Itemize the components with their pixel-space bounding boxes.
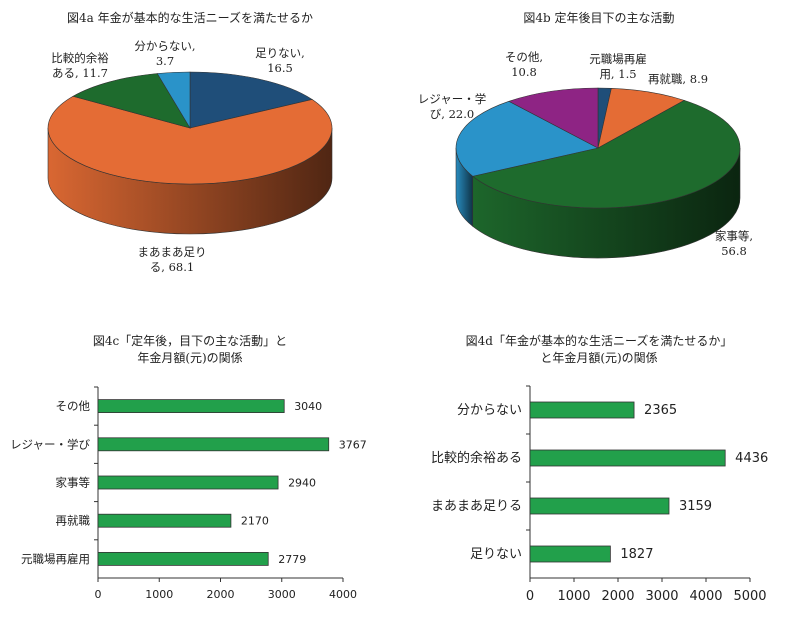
pie-label-1: 再就職, 8.9 <box>648 72 708 86</box>
pie-chart-4b: 図4b 定年後目下の主な活動 元職場再雇用, 1.5 再就職, 8.9 家事等, 56… <box>400 0 803 300</box>
bar-0 <box>529 401 635 419</box>
value-label: 4436 <box>735 451 768 466</box>
x-tick-label: 0 <box>95 588 102 601</box>
pie-slice-3 <box>455 100 599 177</box>
bar-chart-4c: 図4c「定年後，目下の主な活動」と 年金月額(元)の関係 0 1000 2000 30… <box>0 325 400 632</box>
x-tick-label: 3000 <box>645 589 678 604</box>
value-label: 3040 <box>294 400 322 413</box>
pie-label-2: 比較的余裕ある, 11.7 <box>51 51 109 80</box>
bar-1 <box>529 449 726 467</box>
pie-slice-1 <box>47 95 333 185</box>
x-tick-label: 0 <box>526 589 534 604</box>
bar-3 <box>529 545 611 563</box>
value-label: 2365 <box>644 403 677 418</box>
pie-label-2: 家事等, 56.8 <box>715 229 753 258</box>
pie-label-3: 分からない, 3.7 <box>134 39 195 68</box>
bar-3 <box>97 513 232 528</box>
category-label: 比較的余裕ある <box>431 450 522 466</box>
pie-slice-0 <box>189 71 313 129</box>
chart-title-4d-line2: と年金月額(元)の関係 <box>540 351 658 365</box>
x-tick-label: 2000 <box>207 588 235 601</box>
pie-label-3: レジャー・学び, 22.0 <box>418 92 486 121</box>
bar-1 <box>97 437 330 452</box>
bar-plot-4d: 0 1000 2000 3000 4000 5000 分からない 2365 比較的余裕ある 443… <box>431 385 768 604</box>
pie-chart-4a: 図4a 年金が基本的な生活ニーズを満たせるか 足りない, 16.5 まあまあ足りる,… <box>0 0 400 300</box>
value-label: 2170 <box>241 515 269 528</box>
bar-0 <box>97 399 285 413</box>
x-tick-label: 1000 <box>557 589 590 604</box>
value-label: 2940 <box>288 477 316 490</box>
category-label: 分からない <box>457 403 522 418</box>
pie-label-4: その他, 10.8 <box>505 50 543 79</box>
category-label: 元職場再雇用 <box>21 552 90 566</box>
chart-title-4d-line1: 図4d「年金が基本的な生活ニーズを満たせるか」 <box>465 334 733 348</box>
value-label: 2779 <box>278 553 306 566</box>
x-tick-label: 2000 <box>601 589 634 604</box>
bar-chart-4d: 図4d「年金が基本的な生活ニーズを満たせるか」 と年金月額(元)の関係 0 100… <box>400 325 803 632</box>
x-tick-label: 3000 <box>268 588 296 601</box>
category-label: 家事等 <box>56 476 91 490</box>
pie-slice-4 <box>508 87 599 149</box>
value-label: 3159 <box>679 499 712 514</box>
category-label: 足りない <box>470 547 522 562</box>
pie-slice-3 <box>156 71 191 130</box>
x-tick-label: 5000 <box>733 589 766 604</box>
pie-label-0: 元職場再雇用, 1.5 <box>589 52 647 81</box>
pie-plot-4b: 元職場再雇用, 1.5 再就職, 8.9 家事等, 56.8 レジャー・学び, 22.0… <box>418 50 753 259</box>
pie-plot-4a: 足りない, 16.5 まあまあ足りる, 68.1 比較的余裕ある, 11.7 分からない… <box>47 39 333 274</box>
category-label: まあまあ足りる <box>431 499 522 514</box>
chart-title-4c-line1: 図4c「定年後，目下の主な活動」と <box>92 334 288 348</box>
chart-title-4a: 図4a 年金が基本的な生活ニーズを満たせるか <box>66 11 313 25</box>
bar-2 <box>97 475 279 490</box>
x-tick-label: 4000 <box>689 589 722 604</box>
category-label: 再就職 <box>56 514 91 528</box>
category-label: その他 <box>56 399 91 413</box>
chart-title-4c-line2: 年金月額(元)の関係 <box>137 351 243 365</box>
pie-label-1: まあまあ足りる, 68.1 <box>138 245 207 274</box>
bar-4 <box>97 551 269 566</box>
category-label: レジャー・学び <box>10 437 90 451</box>
chart-title-4b: 図4b 定年後目下の主な活動 <box>523 11 675 25</box>
bar-plot-4c: 0 1000 2000 3000 4000 その他 3040 レジャー・学び 3767 家事等 29… <box>10 386 367 601</box>
x-tick-label: 1000 <box>145 588 173 601</box>
x-tick-label: 4000 <box>329 588 357 601</box>
value-label: 1827 <box>620 547 653 562</box>
value-label: 3767 <box>339 438 367 451</box>
bar-2 <box>529 497 670 515</box>
pie-slice-2 <box>472 100 741 209</box>
pie-slice-2 <box>72 73 191 129</box>
pie-label-0: 足りない, 16.5 <box>255 46 305 75</box>
